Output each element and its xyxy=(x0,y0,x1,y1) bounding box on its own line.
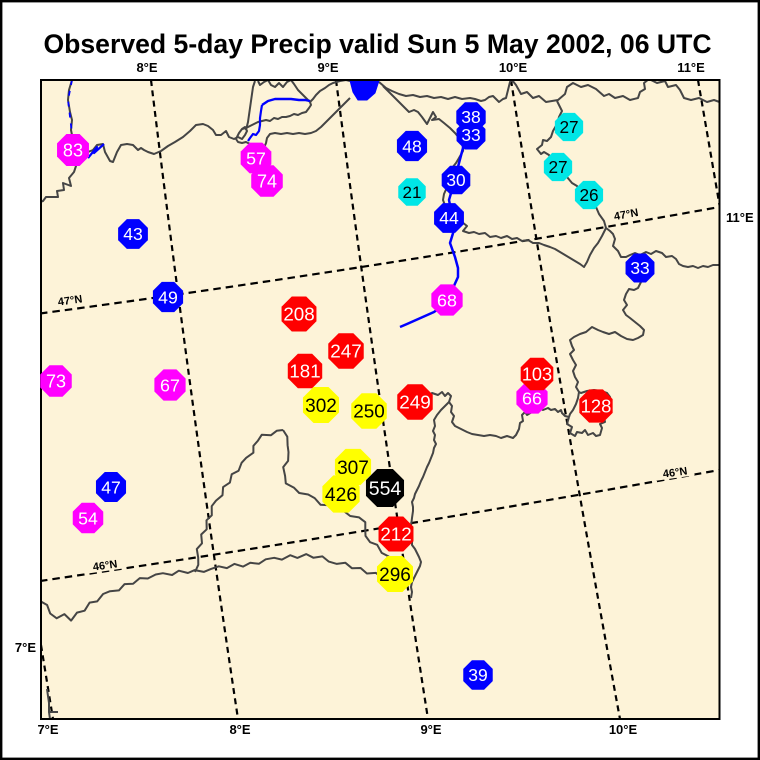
svg-text:247: 247 xyxy=(330,342,362,363)
svg-text:26: 26 xyxy=(579,185,598,205)
svg-text:48: 48 xyxy=(402,136,422,156)
svg-text:39: 39 xyxy=(468,665,487,685)
svg-text:249: 249 xyxy=(399,393,431,414)
svg-text:47: 47 xyxy=(101,477,121,497)
svg-text:181: 181 xyxy=(289,361,320,382)
svg-text:57: 57 xyxy=(246,148,266,168)
svg-text:83: 83 xyxy=(63,140,83,160)
svg-text:38: 38 xyxy=(461,107,480,127)
svg-text:68: 68 xyxy=(437,290,457,310)
svg-text:43: 43 xyxy=(123,224,143,244)
svg-text:9°E: 9°E xyxy=(420,722,441,737)
svg-text:49: 49 xyxy=(158,287,178,307)
svg-text:250: 250 xyxy=(353,402,385,423)
svg-text:307: 307 xyxy=(337,458,369,479)
svg-text:302: 302 xyxy=(305,396,337,417)
svg-text:103: 103 xyxy=(522,365,552,385)
svg-text:208: 208 xyxy=(283,304,314,325)
svg-text:21: 21 xyxy=(403,183,422,202)
svg-text:10°E: 10°E xyxy=(499,60,528,75)
svg-text:74: 74 xyxy=(257,171,277,191)
svg-text:33: 33 xyxy=(461,125,480,145)
svg-text:73: 73 xyxy=(46,371,66,391)
svg-text:9°E: 9°E xyxy=(317,60,338,75)
svg-text:46°N: 46°N xyxy=(92,558,118,573)
svg-text:66: 66 xyxy=(522,388,542,408)
svg-text:296: 296 xyxy=(379,565,411,586)
svg-text:426: 426 xyxy=(325,485,357,506)
svg-text:27: 27 xyxy=(548,157,567,177)
svg-text:47°N: 47°N xyxy=(57,293,83,308)
svg-text:54: 54 xyxy=(78,508,98,528)
svg-text:47°N: 47°N xyxy=(613,207,639,223)
svg-text:212: 212 xyxy=(380,524,411,545)
svg-text:33: 33 xyxy=(630,258,649,278)
svg-text:27: 27 xyxy=(559,117,578,137)
svg-text:Observed 5-day Precip valid Su: Observed 5-day Precip valid Sun 5 May 20… xyxy=(43,29,711,59)
svg-text:10°E: 10°E xyxy=(609,722,638,737)
svg-text:554: 554 xyxy=(369,478,402,500)
svg-text:30: 30 xyxy=(446,170,465,190)
svg-text:67: 67 xyxy=(160,375,180,395)
svg-text:44: 44 xyxy=(439,208,459,228)
svg-text:128: 128 xyxy=(581,396,612,417)
svg-text:8°E: 8°E xyxy=(229,722,250,737)
svg-text:8°E: 8°E xyxy=(136,60,157,75)
svg-text:46°N: 46°N xyxy=(662,465,688,480)
svg-text:7°E: 7°E xyxy=(15,640,36,655)
svg-text:7°E: 7°E xyxy=(37,722,58,737)
svg-text:11°E: 11°E xyxy=(677,60,705,75)
svg-text:11°E: 11°E xyxy=(726,210,754,225)
